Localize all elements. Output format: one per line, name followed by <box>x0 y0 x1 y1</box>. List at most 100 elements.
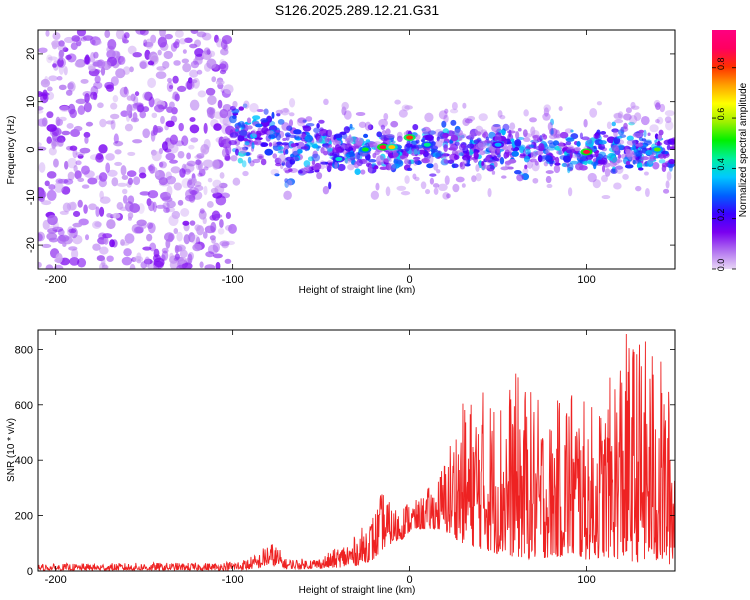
heatmap-cell <box>653 147 661 152</box>
heatmap-cell <box>180 208 190 217</box>
heatmap-cell <box>182 220 190 226</box>
heatmap-cell <box>281 161 286 166</box>
heatmap-cell <box>216 38 223 48</box>
heatmap-cell <box>661 162 669 168</box>
heatmap-cell <box>158 177 168 186</box>
heatmap-cell <box>531 130 540 139</box>
heatmap-cell <box>415 139 420 144</box>
heatmap-cell <box>324 136 330 144</box>
heatmap-cell <box>239 129 248 138</box>
heatmap-cell <box>162 202 170 210</box>
heatmap-cell <box>334 161 338 170</box>
heatmap-cell <box>98 178 107 188</box>
heatmap-cell <box>181 178 191 189</box>
heatmap-cell <box>297 117 307 124</box>
heatmap-cell <box>166 81 174 93</box>
heatmap-cell <box>305 122 315 127</box>
x-tick-label: -200 <box>45 574 67 586</box>
heatmap-cell <box>213 123 222 131</box>
heatmap-cell <box>645 149 654 156</box>
heatmap-cell <box>112 212 121 219</box>
y-tick-label: 0 <box>25 146 37 152</box>
heatmap-cell <box>388 145 396 150</box>
heatmap-cell <box>163 207 170 213</box>
heatmap-cell <box>139 111 147 119</box>
heatmap-cell <box>539 155 547 162</box>
heatmap-cell <box>161 247 169 254</box>
heatmap-cell <box>263 108 269 115</box>
heatmap-cell <box>583 160 588 165</box>
heatmap-cell <box>147 60 155 66</box>
heatmap-cell <box>364 121 372 131</box>
heatmap-cell <box>591 161 599 167</box>
heatmap-cell <box>296 141 306 150</box>
heatmap-cell <box>461 183 466 188</box>
heatmap-cell <box>148 166 158 174</box>
heatmap-cell <box>190 137 199 143</box>
heatmap-cell <box>553 134 562 139</box>
heatmap-cell <box>83 170 95 178</box>
heatmap-cell <box>347 163 355 171</box>
heatmap-cell <box>509 122 516 130</box>
heatmap-cell <box>436 169 441 174</box>
heatmap-cell <box>46 124 57 132</box>
heatmap-cell <box>104 30 111 39</box>
heatmap-cell <box>398 109 408 118</box>
heatmap-cell <box>65 89 73 96</box>
heatmap-cell <box>457 133 467 139</box>
heatmap-cell <box>613 130 618 138</box>
heatmap-cell <box>567 167 571 174</box>
heatmap-cell <box>466 143 475 149</box>
heatmap-cell <box>184 168 191 175</box>
heatmap-cell <box>265 134 271 142</box>
heatmap-cell <box>228 223 237 234</box>
heatmap-cell <box>624 164 634 169</box>
heatmap-cell <box>442 132 449 139</box>
heatmap-cell <box>283 190 292 201</box>
heatmap-cell <box>570 133 579 140</box>
heatmap-cell <box>182 63 192 73</box>
heatmap-cell <box>623 122 628 130</box>
heatmap-cell <box>71 248 79 260</box>
heatmap-cell <box>158 104 164 110</box>
heatmap-cell <box>77 257 87 268</box>
heatmap-cell <box>189 69 199 78</box>
heatmap-cell <box>219 240 230 247</box>
heatmap-cell <box>486 159 496 165</box>
heatmap-cell <box>451 163 459 169</box>
heatmap-cell <box>85 121 94 127</box>
heatmap-cell <box>136 219 147 227</box>
heatmap-cell <box>285 160 293 169</box>
heatmap-cell <box>374 150 380 156</box>
x-tick-label: -100 <box>222 274 244 286</box>
heatmap-cell <box>449 108 459 114</box>
heatmap-cell <box>532 177 539 184</box>
heatmap-cell <box>189 99 200 111</box>
heatmap-cell <box>203 138 211 150</box>
heatmap-cell <box>188 187 199 195</box>
heatmap-cell <box>46 54 53 64</box>
heatmap-cell <box>567 187 573 197</box>
heatmap-cell <box>444 175 450 186</box>
heatmap-cell <box>68 246 78 251</box>
heatmap-cell <box>344 158 352 164</box>
heatmap-cell <box>185 80 195 90</box>
y-tick-label: -20 <box>25 237 37 253</box>
heatmap-cell <box>392 152 399 158</box>
x-tick-label: 0 <box>407 574 413 586</box>
heatmap-cell <box>215 261 221 269</box>
heatmap-cell <box>271 111 275 119</box>
heatmap-cell <box>165 120 175 128</box>
heatmap-cell <box>506 152 510 158</box>
heatmap-cell <box>117 182 128 187</box>
heatmap-cell <box>497 135 507 142</box>
heatmap-cell <box>127 45 137 55</box>
heatmap-cell <box>558 149 562 155</box>
heatmap-cell <box>139 61 147 69</box>
heatmap-cell <box>316 135 323 143</box>
heatmap-cell <box>586 137 593 145</box>
heatmap-cell <box>487 187 492 198</box>
heatmap-cell <box>450 134 459 142</box>
heatmap-cell <box>72 210 81 218</box>
heatmap-cell <box>323 150 328 156</box>
